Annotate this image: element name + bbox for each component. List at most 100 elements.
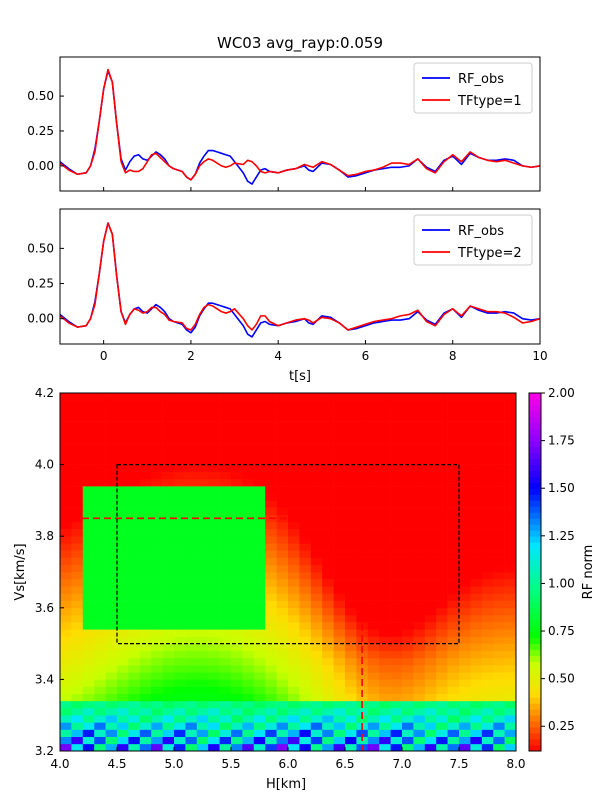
heatmap-cell bbox=[459, 686, 471, 695]
heatmap-cell bbox=[436, 629, 448, 637]
heatmap-cell bbox=[174, 421, 186, 430]
colorbar-segment bbox=[529, 625, 541, 633]
heatmap-cell bbox=[276, 557, 289, 566]
heatmap-cell bbox=[265, 607, 277, 616]
y-tick-label: 0.25 bbox=[27, 124, 54, 138]
heatmap-cell bbox=[356, 607, 369, 616]
colorbar-frame bbox=[528, 392, 542, 752]
heatmap-cell bbox=[493, 650, 505, 659]
heatmap-cell bbox=[185, 607, 198, 616]
heatmap-cell bbox=[128, 600, 141, 609]
heatmap-cell bbox=[105, 693, 118, 702]
heatmap-cell bbox=[402, 500, 414, 508]
heatmap-cell bbox=[265, 693, 277, 702]
heatmap-cell bbox=[436, 464, 448, 473]
heatmap-cell bbox=[128, 607, 141, 616]
heatmap-cell bbox=[139, 550, 152, 558]
heatmap-cell bbox=[219, 521, 232, 530]
heatmap-cell bbox=[402, 700, 414, 709]
colorbar-segment bbox=[529, 554, 541, 561]
colorbar-segment bbox=[529, 524, 541, 531]
heatmap-cell bbox=[333, 607, 346, 616]
heatmap-cell bbox=[71, 672, 84, 680]
heatmap-cell bbox=[128, 586, 141, 594]
heatmap-cell bbox=[459, 457, 471, 465]
heatmap-cell bbox=[208, 464, 220, 473]
heatmap-cell bbox=[299, 622, 312, 630]
heatmap-cell bbox=[322, 543, 334, 551]
heatmap-cell bbox=[436, 593, 448, 601]
heatmap-cell bbox=[196, 579, 209, 587]
heatmap-cell bbox=[367, 679, 380, 687]
heatmap-cell bbox=[310, 715, 323, 723]
heatmap-cell bbox=[436, 572, 448, 580]
heatmap-cell bbox=[82, 493, 95, 501]
heatmap-cell bbox=[242, 543, 255, 551]
heatmap-cell bbox=[219, 700, 232, 709]
heatmap-cell bbox=[379, 486, 391, 494]
heatmap-cell bbox=[447, 672, 460, 680]
heatmap-cell bbox=[379, 428, 391, 437]
heatmap-cell bbox=[151, 421, 163, 430]
heatmap-cell bbox=[493, 679, 505, 687]
heatmap-cell bbox=[231, 736, 243, 745]
heatmap-cell bbox=[174, 471, 186, 480]
heatmap-cell bbox=[185, 407, 198, 415]
heatmap-cell bbox=[470, 729, 483, 737]
heatmap-cell bbox=[71, 400, 84, 408]
heatmap-cell bbox=[367, 471, 380, 480]
heatmap-cell bbox=[94, 572, 106, 580]
heatmap-cell bbox=[481, 629, 494, 637]
heatmap-cell bbox=[94, 478, 106, 487]
heatmap-cell bbox=[447, 550, 460, 558]
heatmap-cell bbox=[424, 450, 437, 458]
heatmap-cell bbox=[288, 435, 300, 444]
heatmap-cell bbox=[459, 421, 471, 430]
colorbar-segment bbox=[529, 572, 541, 579]
heatmap-cell bbox=[253, 557, 266, 566]
heatmap-cell bbox=[424, 593, 437, 601]
heatmap-cell bbox=[196, 414, 209, 422]
heatmap-cell bbox=[174, 536, 186, 544]
heatmap-cell bbox=[322, 743, 334, 752]
heatmap-cell bbox=[105, 493, 118, 501]
heatmap-cell bbox=[242, 729, 255, 737]
heatmap-cell bbox=[436, 471, 448, 480]
heatmap-cell bbox=[299, 407, 312, 415]
heatmap-cell bbox=[493, 564, 505, 573]
heatmap-cell bbox=[493, 665, 505, 673]
heatmap-cell bbox=[60, 478, 72, 487]
heatmap-cell bbox=[94, 443, 106, 451]
heatmap-cell bbox=[504, 550, 517, 558]
heatmap-cell bbox=[219, 729, 232, 737]
heatmap-cell bbox=[151, 450, 163, 458]
heatmap-cell bbox=[94, 679, 106, 687]
heatmap-cell bbox=[459, 650, 471, 659]
heatmap-cell bbox=[322, 672, 334, 680]
heatmap-cell bbox=[208, 486, 220, 494]
heatmap-cell bbox=[413, 657, 426, 666]
heatmap-cell bbox=[322, 579, 334, 587]
colorbar-segment bbox=[529, 727, 541, 734]
heatmap-cell bbox=[447, 657, 460, 666]
heatmap-cell bbox=[299, 507, 312, 516]
heatmap-cell bbox=[71, 500, 84, 508]
heatmap-cell bbox=[117, 486, 129, 494]
heatmap-cell bbox=[196, 450, 209, 458]
heatmap-cell bbox=[185, 550, 198, 558]
heatmap-cell bbox=[208, 586, 220, 594]
heatmap-cell bbox=[151, 672, 163, 680]
heatmap-cell bbox=[94, 607, 106, 616]
heatmap-cell bbox=[71, 471, 84, 480]
heatmap-cell bbox=[459, 672, 471, 680]
heatmap-cell bbox=[481, 672, 494, 680]
heatmap-cell bbox=[459, 393, 471, 401]
heatmap-cell bbox=[481, 665, 494, 673]
heatmap-cell bbox=[379, 700, 391, 709]
heatmap-cell bbox=[265, 493, 277, 501]
heatmap-cell bbox=[390, 679, 403, 687]
heatmap-cell bbox=[504, 586, 517, 594]
heatmap-cell bbox=[481, 407, 494, 415]
heatmap-cell bbox=[413, 493, 426, 501]
heatmap-cell bbox=[310, 428, 323, 437]
